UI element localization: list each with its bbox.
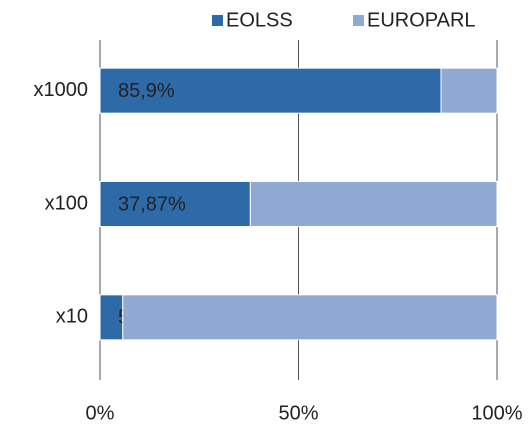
- bar-segment: [99, 67, 442, 114]
- legend-label: EOLSS: [226, 9, 293, 31]
- y-tick-label: x10: [56, 306, 88, 328]
- legend-swatch: [353, 15, 364, 26]
- data-label: 85,9%: [118, 80, 175, 102]
- bar-segment: [99, 181, 251, 227]
- x-tick-label: 0%: [86, 402, 115, 424]
- legend-label: EUROPARL: [367, 9, 476, 31]
- bar-segment: [122, 294, 498, 341]
- bar-segment: [249, 181, 498, 227]
- bar-segment: [440, 67, 498, 114]
- x-tick-label: 50%: [278, 402, 318, 424]
- y-tick-label: x1000: [34, 79, 89, 101]
- x-tick-label: 100%: [471, 402, 522, 424]
- data-label: 37,87%: [118, 193, 186, 215]
- y-tick-label: x100: [45, 192, 88, 214]
- legend-swatch: [212, 15, 223, 26]
